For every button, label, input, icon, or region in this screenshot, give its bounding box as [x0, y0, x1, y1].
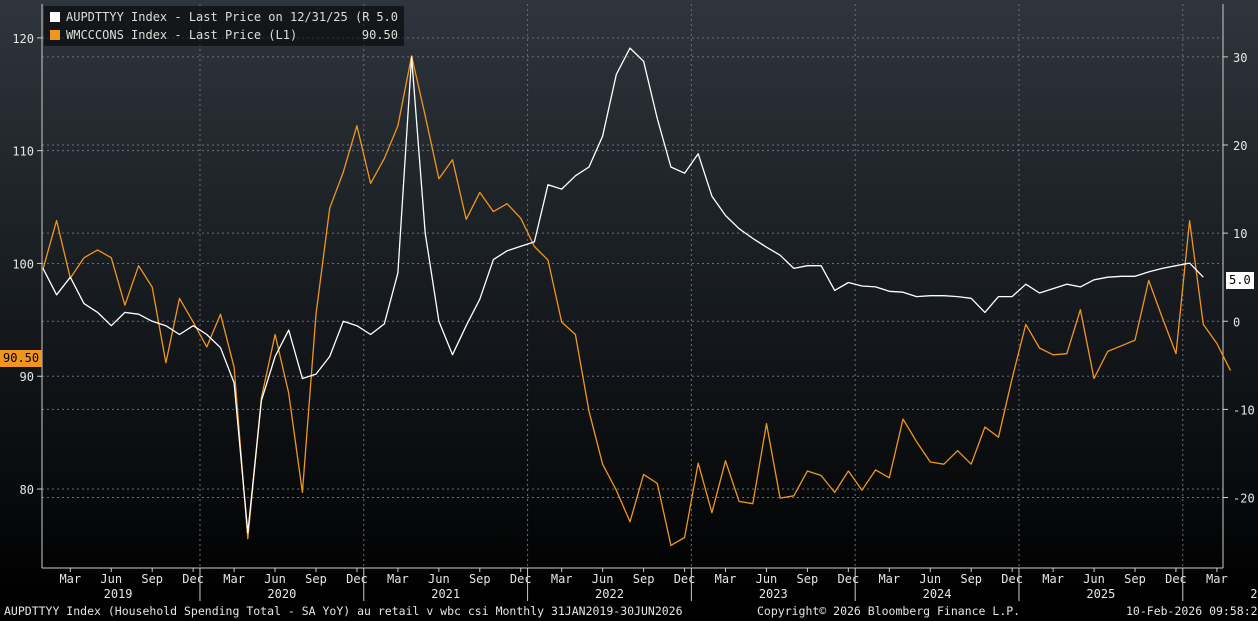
timestamp-text: 10-Feb-2026 09:58:26: [1126, 604, 1258, 618]
right-axis-tick-label: 30: [1233, 51, 1247, 65]
x-axis-month-label: Sep: [797, 572, 819, 586]
x-axis-month-label: Jun: [1083, 572, 1105, 586]
x-axis-month-label: Mar: [715, 572, 737, 586]
x-axis-month-label: Jun: [428, 572, 450, 586]
left-axis-tick-label: 120: [12, 32, 34, 46]
x-axis-month-label: Jun: [919, 572, 941, 586]
legend-label: WMCCCONS Index - Last Price (L1): [66, 28, 298, 42]
axes: 80 90 100 110 120 -20 -10 0 10 20 30 Mar Jun Sep Dec Ma…: [12, 4, 1258, 601]
right-axis-tick-label: -10: [1233, 403, 1255, 417]
legend-entry-sentiment: WMCCCONS Index - Last Price (L1) 90.50: [50, 26, 398, 44]
x-axis-month-label: Mar: [1206, 572, 1228, 586]
series-lines: [42, 47, 1232, 547]
x-axis-month-label: Jun: [592, 572, 614, 586]
chart-description: AUPDTTYY Index (Household Spending Total…: [4, 604, 683, 618]
x-axis-month-label: Mar: [1042, 572, 1064, 586]
x-axis-month-label: Dec: [674, 572, 696, 586]
x-axis-year-label: 2026: [1250, 587, 1258, 601]
x-axis-year-label: 2025: [1086, 587, 1115, 601]
left-axis-tick-label: 100: [12, 257, 34, 271]
x-axis-month-label: Mar: [223, 572, 245, 586]
copyright-text: Copyright© 2026 Bloomberg Finance L.P.: [757, 604, 1021, 618]
x-axis-year-label: 2020: [267, 587, 296, 601]
x-axis-month-label: Sep: [305, 572, 327, 586]
legend-value: 5.0: [376, 10, 398, 24]
x-axis-month-label: Sep: [469, 572, 491, 586]
left-axis-tick-label: 90: [20, 370, 34, 384]
legend-label: AUPDTTYY Index - Last Price on 12/31/25 …: [66, 10, 371, 24]
x-axis-month-label: Sep: [633, 572, 655, 586]
x-axis-year-label: 2019: [104, 587, 133, 601]
legend-entry-spending: AUPDTTYY Index - Last Price on 12/31/25 …: [50, 8, 398, 26]
right-axis-tick-label: 20: [1233, 139, 1247, 153]
x-axis-month-label: Sep: [1124, 572, 1146, 586]
x-axis-month-label: Dec: [1165, 572, 1187, 586]
x-axis-month-label: Jun: [756, 572, 778, 586]
last-value-right-badge: 5.0: [1226, 272, 1254, 289]
series-line-spending: [42, 47, 1204, 534]
legend-swatch-white: [50, 12, 60, 22]
x-axis-year-label: 2021: [431, 587, 460, 601]
x-axis-month-label: Dec: [1001, 572, 1023, 586]
left-axis-tick-label: 110: [12, 145, 34, 159]
x-axis-month-label: Sep: [141, 572, 163, 586]
x-axis-month-label: Dec: [510, 572, 532, 586]
x-axis-month-label: Jun: [100, 572, 122, 586]
grid-lines: [42, 4, 1223, 568]
legend-value: 90.50: [361, 28, 398, 42]
x-axis-month-label: Mar: [878, 572, 900, 586]
x-axis-month-label: Mar: [387, 572, 409, 586]
right-axis-tick-label: 10: [1233, 227, 1247, 241]
last-value-left-badge: 90.50: [0, 350, 43, 367]
left-axis-tick-label: 80: [20, 483, 34, 497]
legend-swatch-orange: [50, 30, 60, 40]
x-axis-year-label: 2024: [923, 587, 952, 601]
x-axis-year-label: 2022: [595, 587, 624, 601]
x-axis-month-label: Dec: [838, 572, 860, 586]
right-axis-tick-label: -20: [1233, 492, 1255, 506]
x-axis-month-label: Sep: [960, 572, 982, 586]
x-axis-month-label: Dec: [346, 572, 368, 586]
x-axis-year-label: 2023: [759, 587, 788, 601]
x-axis-month-label: Dec: [182, 572, 204, 586]
right-axis-tick-label: 0: [1233, 315, 1240, 329]
x-axis-month-label: Mar: [551, 572, 573, 586]
x-axis-month-label: Jun: [264, 572, 286, 586]
legend: AUPDTTYY Index - Last Price on 12/31/25 …: [44, 6, 404, 46]
plot-background: [0, 0, 1258, 600]
x-axis-month-label: Mar: [59, 572, 81, 586]
